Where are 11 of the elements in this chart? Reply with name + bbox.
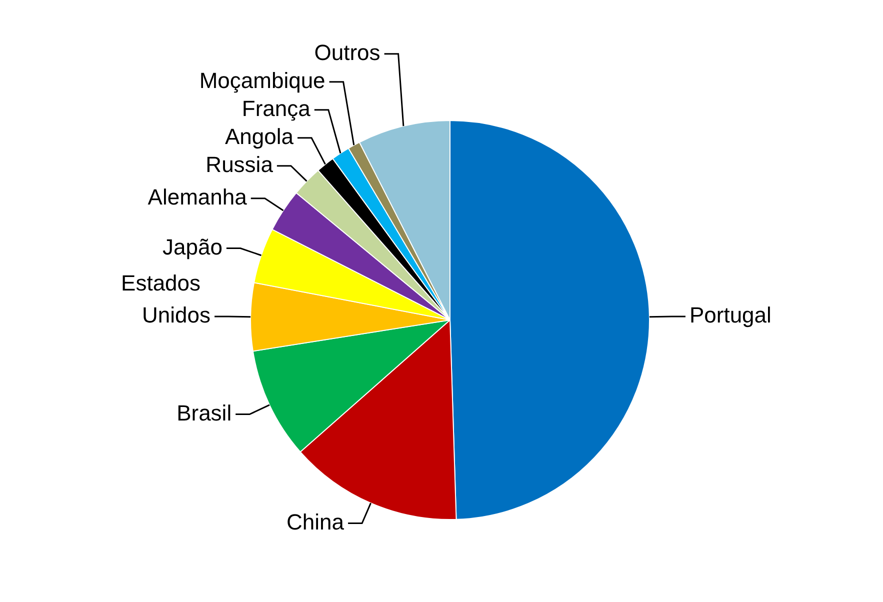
slice-label: Brasil: [176, 400, 232, 426]
slice-label: Japão: [162, 234, 222, 260]
slice-label: Russia: [206, 152, 274, 177]
slice-label: Alemanha: [148, 184, 248, 210]
slice-label: Angola: [224, 124, 294, 149]
slice-label: Moçambique: [199, 68, 326, 93]
slice-label: França: [242, 96, 312, 121]
slice-label: Outros: [314, 40, 380, 65]
slice-label: Portugal: [689, 302, 772, 328]
slice-label: Estados Unidos: [121, 270, 211, 328]
slice-label: China: [286, 509, 345, 534]
